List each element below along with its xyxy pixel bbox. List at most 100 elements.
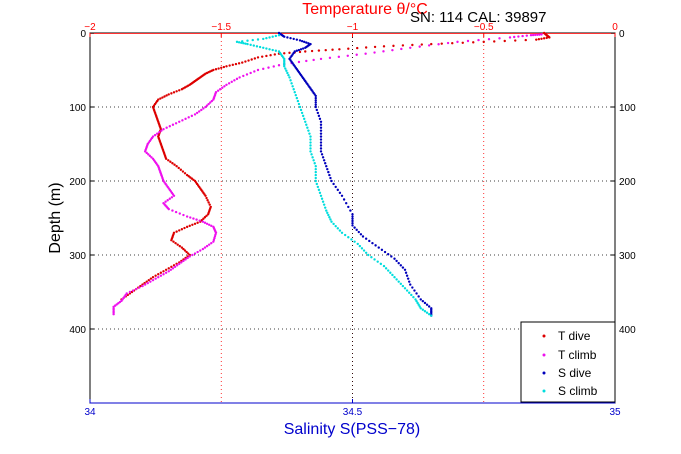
data-point — [309, 135, 312, 138]
data-point — [299, 48, 303, 51]
data-point — [309, 141, 312, 144]
data-point — [419, 298, 422, 301]
data-point — [537, 38, 541, 41]
data-point — [300, 111, 304, 115]
data-point — [283, 52, 286, 55]
data-point — [285, 69, 288, 72]
data-point — [535, 38, 538, 41]
data-point — [178, 120, 181, 124]
temperature-tick-label: −0.5 — [474, 22, 494, 33]
data-point — [161, 96, 164, 99]
data-point — [216, 89, 220, 92]
data-point — [182, 213, 185, 217]
data-point — [314, 176, 317, 180]
data-point — [178, 229, 181, 232]
data-point — [141, 284, 144, 288]
data-point — [316, 185, 320, 189]
data-point — [164, 271, 168, 274]
data-point — [325, 165, 328, 168]
data-point — [204, 194, 207, 197]
data-point — [182, 247, 185, 251]
data-point — [359, 233, 363, 236]
data-point — [349, 209, 352, 212]
data-point — [180, 88, 184, 91]
data-point — [329, 176, 332, 180]
data-point — [361, 235, 365, 238]
data-point — [210, 241, 213, 245]
data-point — [482, 40, 485, 44]
data-point — [258, 45, 262, 49]
data-point — [300, 39, 304, 43]
data-point — [286, 36, 289, 39]
data-point — [262, 67, 265, 71]
data-point — [351, 224, 354, 227]
data-point — [158, 130, 161, 134]
data-point — [235, 77, 239, 81]
data-point — [309, 144, 312, 147]
data-point — [206, 213, 210, 216]
data-point — [154, 277, 157, 280]
data-point — [425, 303, 429, 306]
data-point — [183, 172, 187, 175]
data-point — [151, 157, 155, 160]
data-point — [427, 313, 431, 316]
data-point — [355, 228, 358, 232]
data-point — [292, 37, 295, 41]
data-point — [376, 260, 379, 263]
depth-axis-title: Depth (m) — [47, 182, 64, 253]
data-point — [172, 91, 176, 94]
data-point — [399, 282, 402, 286]
data-point — [219, 88, 222, 91]
data-point — [351, 217, 354, 220]
data-point — [162, 273, 165, 276]
data-point — [253, 70, 256, 73]
data-point — [205, 196, 208, 200]
data-point — [425, 311, 429, 314]
data-point — [220, 66, 223, 69]
data-point — [403, 268, 407, 271]
data-point — [418, 305, 421, 308]
data-point — [208, 203, 211, 206]
data-point — [131, 289, 135, 292]
data-point — [308, 132, 311, 135]
data-point — [153, 133, 157, 137]
data-point — [503, 39, 506, 43]
data-point — [317, 188, 321, 192]
data-point — [389, 271, 392, 274]
data-point — [401, 44, 405, 47]
data-point — [164, 268, 168, 271]
data-point — [301, 114, 305, 118]
data-point — [517, 35, 520, 38]
data-point — [188, 224, 191, 228]
data-point — [419, 307, 422, 310]
data-point — [513, 35, 516, 39]
depth-tick-label-left: 0 — [80, 29, 86, 40]
data-point — [180, 261, 183, 264]
data-point — [314, 165, 317, 168]
data-point — [297, 48, 301, 52]
data-point — [246, 42, 249, 46]
data-point — [461, 41, 464, 44]
depth-tick-label-right: 300 — [619, 251, 636, 262]
data-point — [167, 267, 170, 270]
data-point — [487, 38, 491, 41]
data-point — [151, 278, 155, 282]
data-point — [185, 215, 189, 218]
temperature-tick-label: −1 — [347, 22, 359, 33]
data-point — [387, 253, 390, 256]
data-point — [205, 244, 209, 248]
data-point — [288, 51, 291, 55]
data-point — [147, 153, 150, 156]
data-point — [397, 280, 400, 283]
data-point — [202, 217, 205, 220]
data-point — [175, 165, 178, 168]
data-point — [297, 102, 301, 106]
data-point — [298, 39, 302, 42]
data-point — [206, 199, 209, 202]
data-point — [171, 267, 175, 270]
data-point — [172, 240, 175, 243]
data-point — [303, 117, 306, 121]
data-point — [205, 222, 209, 225]
data-point — [353, 226, 356, 229]
data-point — [393, 257, 396, 260]
